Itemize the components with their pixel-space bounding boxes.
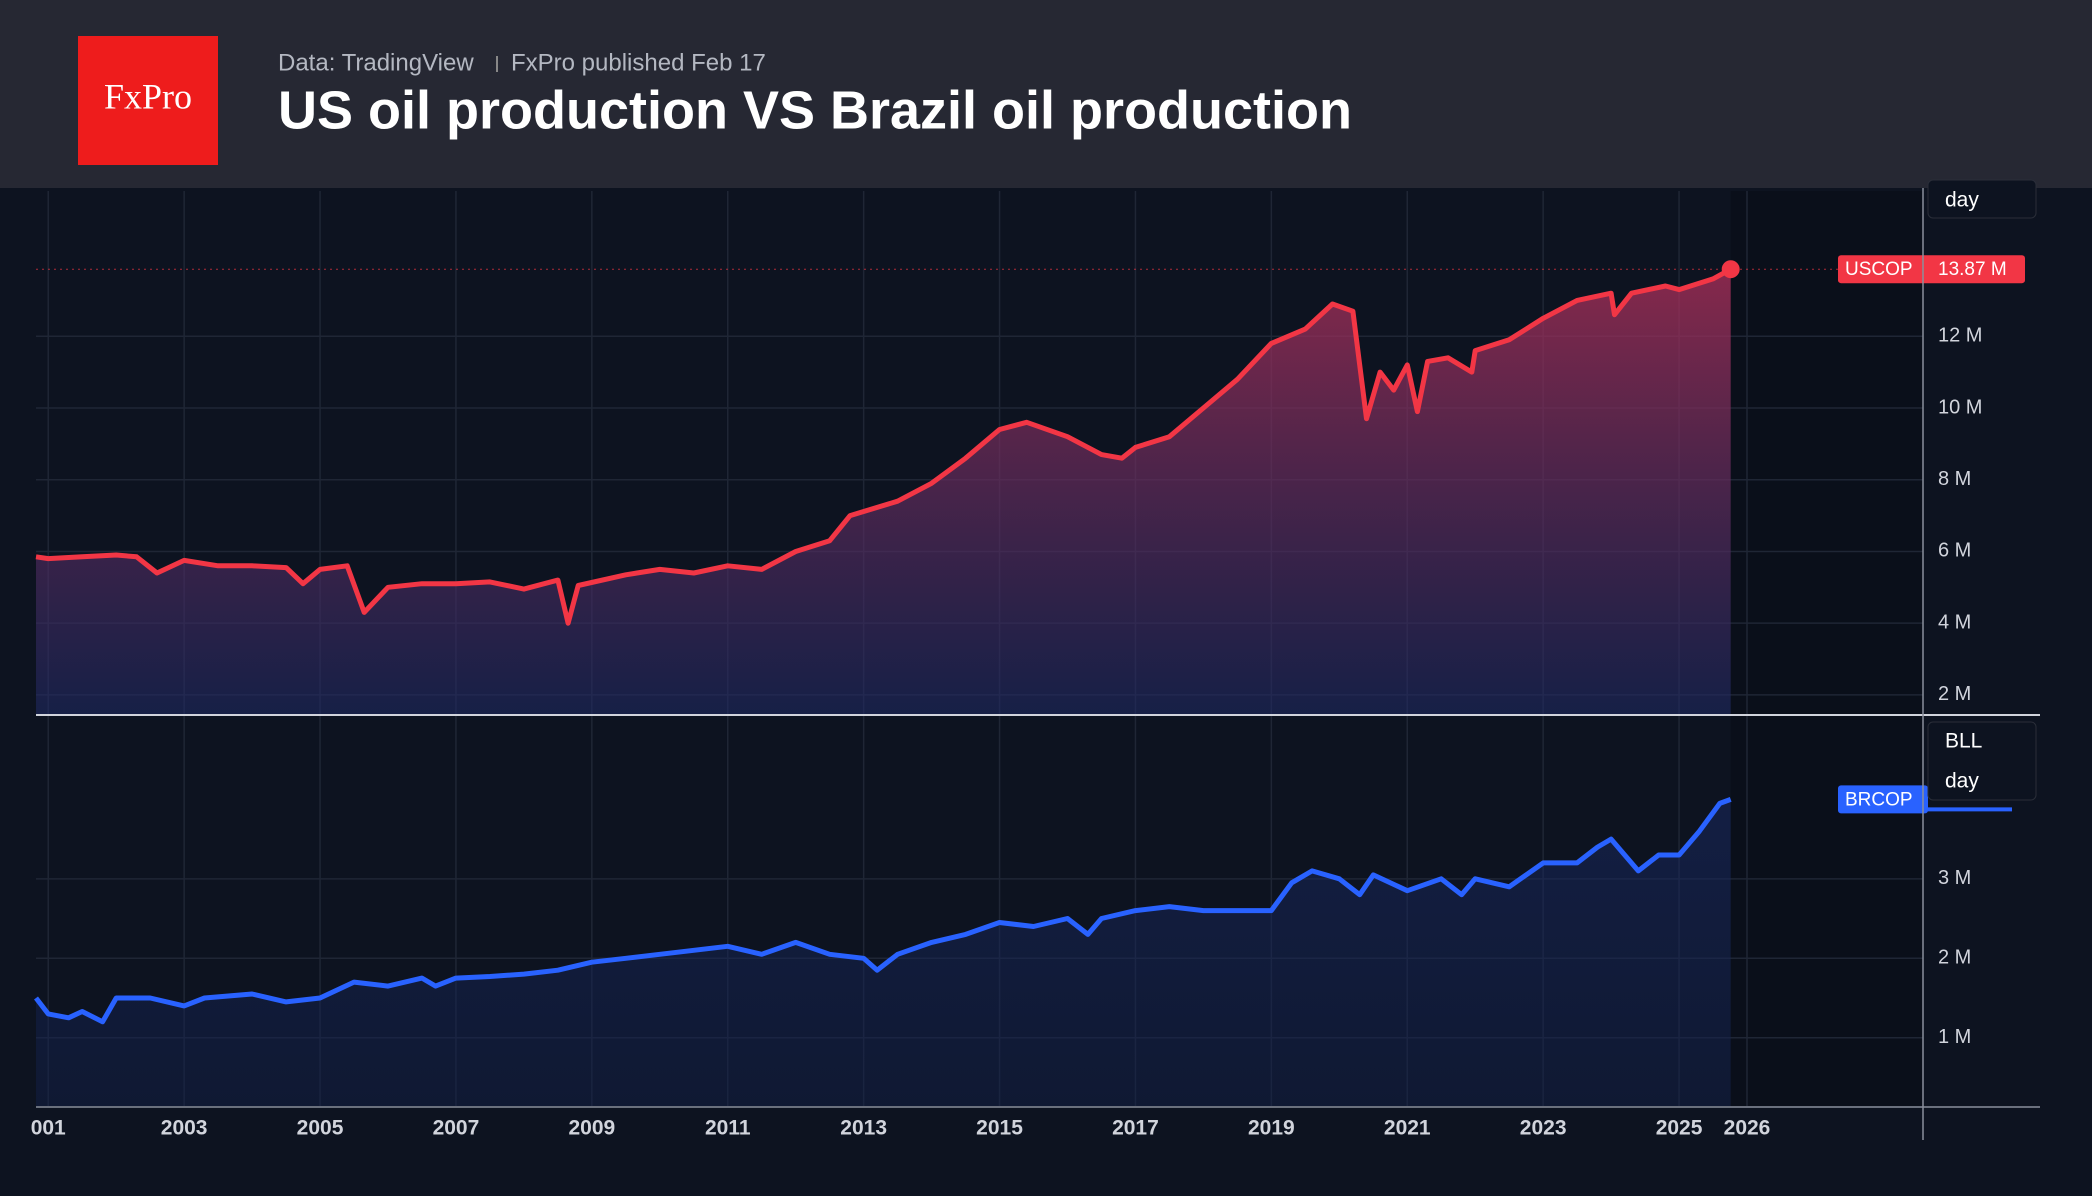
x-tick-label: 2019: [1248, 1117, 1295, 1140]
series-line: [35, 267, 1732, 626]
x-tick-label: 2005: [297, 1117, 344, 1140]
y-tick-label: 10 M: [1938, 396, 1982, 418]
y-tick-label: 1 M: [1938, 1026, 1971, 1048]
y-tick-label: 3 M: [1938, 867, 1971, 889]
x-tick-label: 2009: [568, 1117, 615, 1140]
last-point: [1721, 260, 1740, 279]
x-tick-label: 2023: [1520, 1117, 1567, 1140]
x-tick-label: 2007: [433, 1117, 480, 1140]
price-tag: [1838, 785, 1928, 814]
header: [0, 0, 2092, 188]
y-tick-label: 2 M: [1938, 947, 1971, 969]
period: day: [1945, 770, 1979, 793]
x-tick-label: 2015: [976, 1117, 1023, 1140]
y-tick-label: 12 M: [1938, 325, 1982, 347]
y-tick-label: 8 M: [1938, 468, 1971, 490]
period: day: [1945, 189, 1979, 212]
y-tick-label: 2 M: [1938, 683, 1971, 705]
x-tick-label: 2011: [705, 1117, 751, 1140]
x-tick-label: 2003: [161, 1117, 208, 1140]
x-tick-label: 2026: [1724, 1117, 1771, 1140]
unit: BLL: [1945, 730, 1982, 753]
y-tick-label: 6 M: [1938, 540, 1971, 562]
y-tick-label: 4 M: [1938, 611, 1971, 633]
future-shade: [1730, 716, 1923, 1106]
x-tick-label: 2025: [1656, 1117, 1703, 1140]
series-name: USCOP: [1845, 259, 1913, 280]
series-name: BRCOP: [1845, 789, 1913, 810]
price-tag: [1838, 255, 2025, 284]
unit-box: [1927, 721, 2037, 801]
last-value-label: 13.87 M: [1938, 259, 2007, 280]
logo: [78, 36, 218, 165]
published: FxPro published Feb 17: [511, 49, 766, 76]
area: [36, 269, 1731, 715]
x-tick-label: 2017: [1112, 1117, 1159, 1140]
x-tick-label: 2021: [1384, 1117, 1431, 1140]
logo-text: FxPro: [104, 76, 192, 116]
x-tick-label: 2013: [840, 1117, 887, 1140]
source: Data: TradingView: [278, 49, 474, 76]
period-box: [1927, 179, 2037, 219]
x-tick-label: 001: [31, 1117, 66, 1140]
series-line: [34, 797, 1732, 1025]
chart-title: US oil production VS Brazil oil producti…: [278, 80, 1352, 140]
